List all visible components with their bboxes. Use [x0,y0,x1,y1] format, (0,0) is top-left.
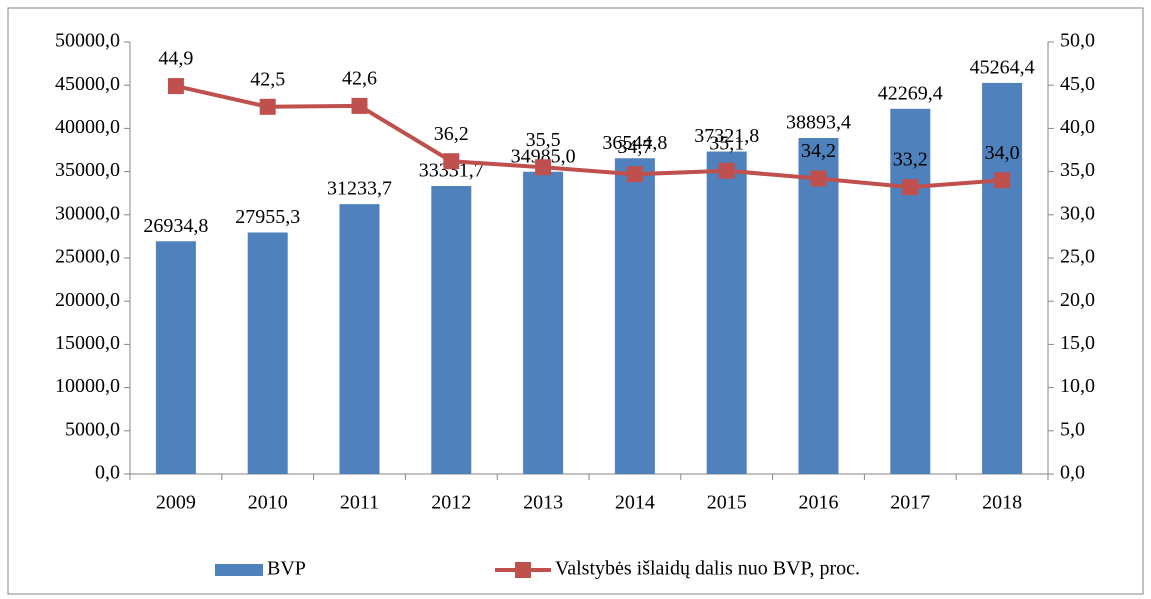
x-tick-label: 2014 [615,492,655,514]
bar [614,158,655,474]
line-marker [902,179,919,196]
x-tick-label: 2018 [982,492,1022,514]
x-tick-label: 2009 [156,492,196,514]
y-tick-label: 35000,0 [55,159,120,181]
line-value-label: 33,2 [893,149,928,171]
line-marker [443,153,460,170]
y2-tick-label: 45,0 [1060,73,1095,95]
line-marker [994,172,1011,189]
y2-tick-label: 25,0 [1060,246,1095,268]
x-tick-label: 2016 [799,492,839,514]
y-tick-label: 10000,0 [55,375,120,397]
bar [706,151,747,474]
bar [431,186,472,475]
line-value-label: 36,2 [434,123,469,145]
legend-swatch [215,564,263,576]
bar-value-label: 33331,7 [419,160,484,182]
bar-value-label: 45264,4 [970,57,1035,79]
line-marker [810,170,827,187]
line-marker [167,78,184,95]
bar [890,108,931,474]
legend-label: BVP [267,558,306,580]
line-marker [351,97,368,114]
y2-tick-label: 5,0 [1060,418,1085,440]
legend-marker [515,562,531,578]
y-tick-label: 0,0 [95,462,120,484]
bar [982,82,1023,474]
x-tick-label: 2012 [431,492,471,514]
bar-value-label: 36544,8 [602,132,667,154]
x-tick-label: 2015 [707,492,747,514]
bar-value-label: 27955,3 [235,206,300,228]
bar-value-label: 31233,7 [327,178,392,200]
line-marker [535,159,552,176]
line-value-label: 34,2 [801,140,836,162]
line-marker [718,162,735,179]
y-tick-label: 20000,0 [55,289,120,311]
bar [798,137,839,474]
line-value-label: 42,5 [250,68,285,90]
bar-value-label: 34985,0 [511,145,576,167]
bar [523,171,564,474]
x-tick-label: 2011 [340,492,379,514]
y-tick-label: 15000,0 [55,332,120,354]
y2-tick-label: 40,0 [1060,116,1095,138]
y-tick-label: 25000,0 [55,246,120,268]
line-value-label: 35,1 [709,132,744,154]
y-tick-label: 40000,0 [55,116,120,138]
line-value-label: 34,0 [985,142,1020,164]
bar [247,232,288,474]
x-tick-label: 2013 [523,492,563,514]
bar-value-label: 38893,4 [786,112,851,134]
bar-value-label: 37321,8 [694,125,759,147]
line-value-label: 35,5 [526,129,561,151]
line-value-label: 42,6 [342,68,377,90]
x-tick-label: 2017 [890,492,930,514]
y2-tick-label: 0,0 [1060,462,1085,484]
y2-tick-label: 50,0 [1060,30,1095,52]
x-tick-label: 2010 [248,492,288,514]
legend-label: Valstybės išlaidų dalis nuo BVP, proc. [555,558,860,580]
y2-tick-label: 20,0 [1060,289,1095,311]
bar [339,204,380,474]
bar-value-label: 42269,4 [878,82,943,104]
y2-tick-label: 15,0 [1060,332,1095,354]
y2-tick-label: 10,0 [1060,375,1095,397]
y2-tick-label: 30,0 [1060,202,1095,224]
bar-value-label: 26934,8 [143,215,208,237]
y-tick-label: 45000,0 [55,73,120,95]
y-tick-label: 30000,0 [55,202,120,224]
line [175,84,1003,190]
line-marker [626,166,643,183]
line-marker [259,98,276,115]
y-tick-label: 5000,0 [65,418,120,440]
bar [155,241,196,474]
y2-tick-label: 35,0 [1060,159,1095,181]
line-value-label: 44,9 [158,48,193,70]
line-value-label: 34,7 [617,136,652,158]
chart-border [7,7,1144,595]
y-tick-label: 50000,0 [55,30,120,52]
